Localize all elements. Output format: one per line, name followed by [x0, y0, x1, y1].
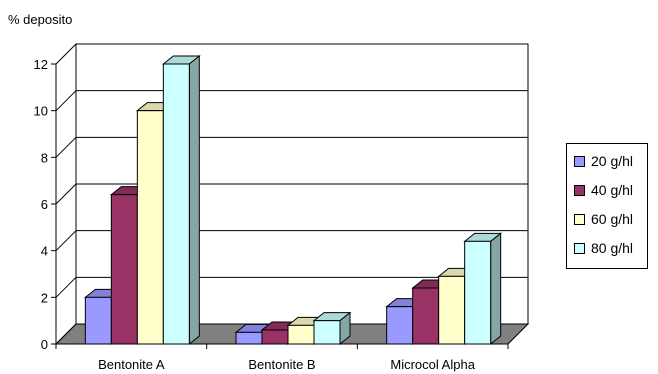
y-axis-label: % deposito	[8, 12, 73, 27]
bar-front	[162, 63, 190, 345]
legend: 20 g/hl 40 g/hl 60 g/hl 80 g/hl	[566, 143, 648, 269]
gridline-side	[55, 183, 77, 205]
y-tick-label: 0	[41, 337, 48, 352]
gridline-side	[55, 90, 77, 112]
bar-front	[386, 306, 414, 345]
legend-label-80: 80 g/hl	[591, 240, 634, 256]
bar-front	[261, 329, 289, 345]
bar	[463, 232, 503, 346]
bar-front	[136, 110, 164, 345]
tick-labels: 0 2 4 6 8 10 12 Bentonite A Bentonite B Microcol …	[34, 57, 476, 372]
bar-front	[110, 194, 138, 345]
bar-front	[313, 320, 341, 345]
legend-label-40: 40 g/hl	[591, 182, 634, 198]
legend-item-60: 60 g/hl	[574, 210, 633, 228]
legend-label-20: 20 g/hl	[591, 153, 634, 169]
x-tick-label: Bentonite B	[248, 357, 315, 372]
gridline-side	[55, 230, 77, 252]
legend-label-60: 60 g/hl	[591, 211, 634, 227]
bar-front	[287, 324, 315, 345]
bar-front	[412, 287, 440, 345]
y-tick-label: 6	[41, 197, 48, 212]
legend-swatch-60	[574, 213, 585, 225]
legend-swatch-20	[574, 155, 585, 167]
bar	[312, 311, 352, 346]
legend-item-80: 80 g/hl	[574, 239, 633, 257]
legend-swatch-40	[574, 184, 585, 196]
legend-item-40: 40 g/hl	[574, 181, 633, 199]
bar-front	[438, 275, 466, 345]
x-tick-label: Microcol Alpha	[390, 357, 475, 372]
y-tick-label: 8	[41, 150, 48, 165]
legend-item-20: 20 g/hl	[574, 152, 633, 170]
bar-front	[84, 296, 112, 345]
gridline-side	[55, 323, 77, 345]
y-tick-label: 4	[41, 244, 48, 259]
y-tick-label: 12	[34, 57, 48, 72]
bars	[83, 54, 503, 346]
y-tick-label: 10	[34, 104, 48, 119]
gridline-side	[55, 43, 77, 65]
legend-swatch-80	[574, 242, 585, 254]
bar-side	[188, 54, 200, 346]
bar-front	[464, 240, 492, 345]
bar-side	[490, 232, 502, 346]
y-tick-label: 2	[41, 290, 48, 305]
bar	[161, 54, 201, 346]
x-tick-label: Bentonite A	[98, 357, 165, 372]
gridline-side	[55, 276, 77, 298]
bar-front	[235, 331, 263, 345]
gridline-side	[55, 136, 77, 158]
